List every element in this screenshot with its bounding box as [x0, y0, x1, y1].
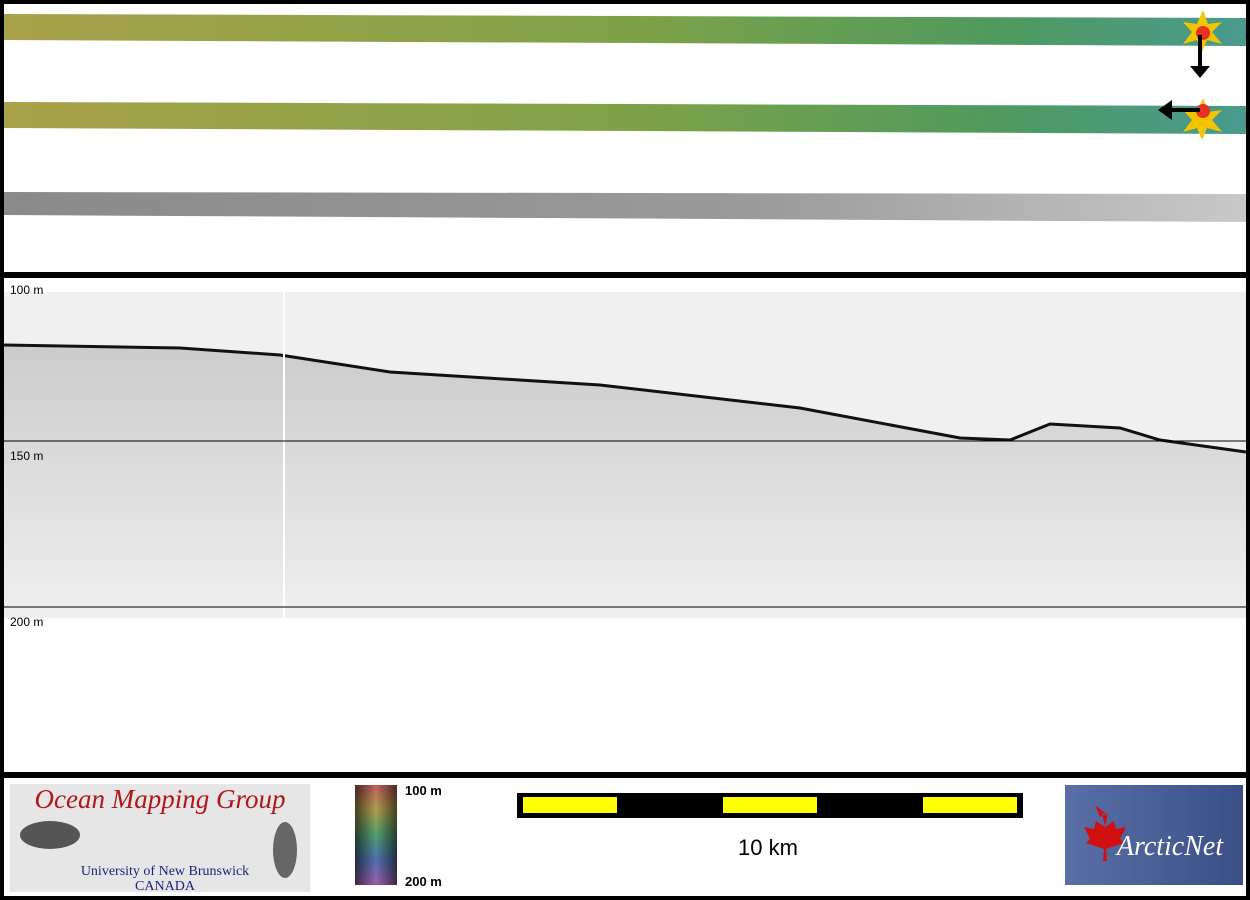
- sub-bottom: [4, 345, 1246, 618]
- colorbar-shade: [355, 785, 397, 885]
- scale-label: 10 km: [738, 835, 798, 860]
- depth-label: 200 m: [10, 615, 43, 629]
- swath: [4, 102, 1246, 134]
- colorbar-label: 200 m: [405, 874, 442, 889]
- logo-fish: [273, 822, 297, 878]
- depth-label: 150 m: [10, 449, 43, 463]
- logo-text: University of New Brunswick: [81, 864, 249, 879]
- partner-name: ArcticNet: [1115, 831, 1224, 862]
- map-panel: [4, 4, 1246, 272]
- swath: [4, 14, 1246, 46]
- backscatter-swath: [4, 192, 1246, 222]
- logo-text: CANADA: [135, 879, 196, 894]
- marker: [1158, 10, 1222, 140]
- logo-fish: [20, 821, 80, 849]
- logo-title: Ocean Mapping Group: [35, 784, 286, 814]
- seabed: [3, 343, 1247, 454]
- colorbar-label: 100 m: [405, 783, 442, 798]
- depth-label: 100 m: [10, 283, 43, 297]
- maple-leaf: [1084, 805, 1126, 861]
- scale-bar: [517, 793, 1023, 818]
